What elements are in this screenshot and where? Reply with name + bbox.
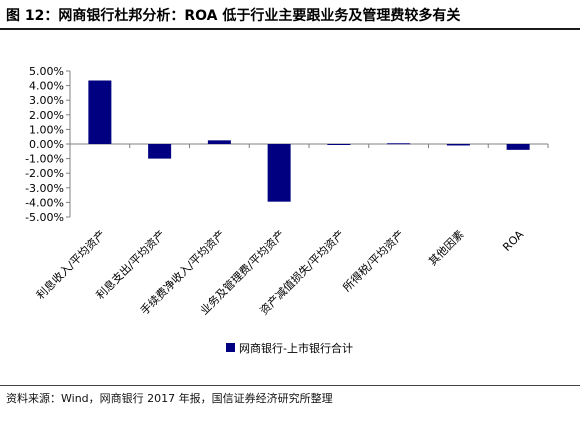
y-tick-label: 2.00%	[29, 109, 64, 122]
legend: 网商银行-上市银行合计	[226, 341, 353, 355]
bar	[446, 144, 470, 146]
y-tick-label: 1.00%	[29, 123, 64, 136]
figure-title: 图 12：网商银行杜邦分析：ROA 低于行业主要跟业务及管理费较多有关	[6, 8, 461, 24]
x-axis-labels: 利息收入/平均资产利息支出/平均资产手续费净收入/平均资产业务及管理费/平均资产…	[33, 227, 526, 317]
bar	[148, 144, 172, 159]
bar-chart: 5.00% 4.00%3.00% 2.00%1.00% 0.00% -1.00%-2.0…	[25, 65, 549, 355]
bar	[88, 80, 112, 144]
bar	[207, 140, 231, 144]
bar	[327, 144, 351, 145]
y-tick-label: -5.00%	[25, 211, 64, 224]
title-bar: 图 12：网商银行杜邦分析：ROA 低于行业主要跟业务及管理费较多有关	[0, 0, 580, 30]
bars	[88, 80, 530, 202]
y-tick-label: -3.00%	[25, 182, 64, 195]
y-tick-label: -1.00%	[25, 153, 64, 166]
x-tick-label: 其他因素	[426, 228, 466, 268]
bar	[387, 143, 411, 145]
y-tick-label: -4.00%	[25, 196, 64, 209]
source-note: 资料来源：Wind，网商银行 2017 年报，国信证券经济研究所整理	[6, 392, 333, 405]
y-tick-label: 5.00%	[29, 65, 64, 78]
y-tick-label: 3.00%	[29, 94, 64, 107]
legend-label: 网商银行-上市银行合计	[239, 341, 353, 355]
x-tick-label: ROA	[500, 228, 526, 254]
y-tick-label: 0.00%	[29, 138, 64, 151]
y-tick-label: -2.00%	[25, 167, 64, 180]
y-tick-label: 4.00%	[29, 80, 64, 93]
bar	[267, 144, 291, 202]
footer-divider	[0, 385, 580, 386]
bar	[506, 144, 530, 150]
x-tick-label: 所得税/平均资产	[340, 227, 407, 294]
legend-swatch	[226, 343, 235, 352]
